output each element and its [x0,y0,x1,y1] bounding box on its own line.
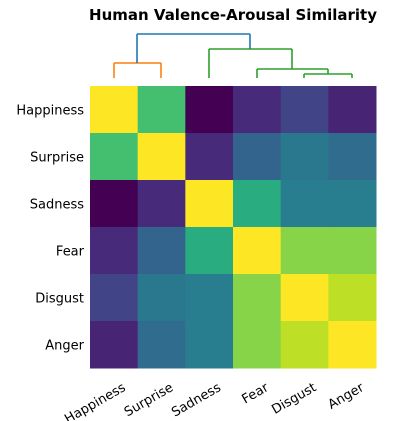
y-tick-label: Disgust [35,292,84,307]
x-tick-label: Happiness [62,380,128,421]
heatmap-cell [233,180,282,228]
x-tick-label: Disgust [269,380,319,417]
heatmap-cell [90,86,139,134]
x-tick-label: Surprise [122,380,176,420]
heatmap-cell [328,321,377,369]
x-tick-label: Sadness [169,380,224,420]
dendrogram [113,33,353,78]
heatmap-cell [137,227,186,275]
heatmap-cell [90,180,139,228]
y-tick-label: Surprise [30,151,84,166]
heatmap-cell [90,227,139,275]
heatmap-cell [280,180,329,228]
heatmap-cell [280,86,329,134]
heatmap-cell [328,180,377,228]
heatmap-cell [233,86,282,134]
heatmap-cell [137,133,186,181]
heatmap-cell [233,321,282,369]
heatmap-cell [185,180,234,228]
heatmap-cell [137,274,186,322]
heatmap-cell [233,227,282,275]
heatmap-cell [185,227,234,275]
heatmap-cell [280,274,329,322]
heatmap-cell [137,321,186,369]
y-tick-label: Sadness [30,198,84,213]
heatmap-cell [90,133,139,181]
heatmap-cell [233,133,282,181]
x-tick-label: Fear [240,380,272,407]
heatmap-cell [137,180,186,228]
heatmap-cell [328,274,377,322]
heatmap-cell [185,321,234,369]
x-tick-label: Anger [326,380,368,413]
heatmap-cell [185,86,234,134]
heatmap-cell [280,321,329,369]
y-tick-label: Anger [45,339,84,354]
heatmap-cell [328,133,377,181]
heatmap-cell [90,321,139,369]
y-tick-label: Happiness [16,104,84,119]
heatmap-cell [328,227,377,275]
heatmap-cell [233,274,282,322]
heatmap-cell [90,274,139,322]
heatmap-cell [185,274,234,322]
heatmap-cell [185,133,234,181]
y-tick-label: Fear [56,245,85,260]
heatmap-cell [280,133,329,181]
chart-title: Human Valence-Arousal Similarity [89,6,377,24]
heatmap-cell [137,86,186,134]
heatmap-cell [280,227,329,275]
heatmap-cell [328,86,377,134]
